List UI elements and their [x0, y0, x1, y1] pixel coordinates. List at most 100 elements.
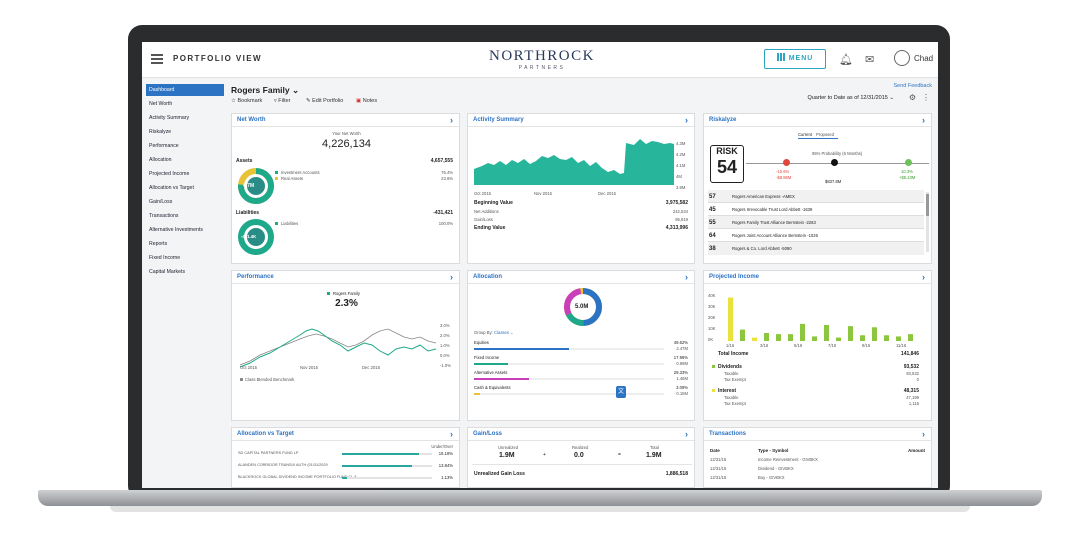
activity-summary-title[interactable]: Activity Summary — [473, 117, 524, 123]
sidebar-item-projected-income[interactable]: Projected Income — [149, 171, 190, 177]
sidebar-item-reports[interactable]: Reports — [149, 241, 168, 247]
performance-y-tick: 0.0% — [440, 353, 450, 358]
sidebar-item-dashboard[interactable]: Dashboard — [146, 84, 224, 96]
income-x-tick: 9/16 — [862, 343, 871, 348]
activity-x-tick: Dec 2015 — [598, 191, 616, 196]
account-name: Rogers Joint Account Alliance Bernstein … — [732, 233, 818, 238]
table-row[interactable]: 12/31/15 Income Reinvestment - GIVBKX — [704, 456, 933, 465]
target-row-name: SD CAPITAL PARTNERS FUND LP — [238, 451, 299, 455]
list-item[interactable]: 64 Rogers Joint Account Alliance Bernste… — [708, 229, 924, 242]
menu-button[interactable]: MENU — [764, 49, 826, 69]
sidebar-item-allocation[interactable]: Allocation — [149, 157, 172, 163]
transactions-title[interactable]: Transactions — [709, 431, 747, 437]
bell-icon[interactable]: 🔔︎ — [839, 54, 853, 66]
group-by-dropdown[interactable]: Group By: Classes ⌄ — [474, 330, 514, 335]
chevron-down-icon: ⌄ — [510, 330, 514, 335]
performance-title[interactable]: Performance — [237, 274, 274, 280]
gain-loss-title[interactable]: Gain/Loss — [473, 431, 503, 437]
edit-portfolio-button[interactable]: ✎ Edit Portfolio — [306, 98, 343, 104]
income-y-tick: 40K — [708, 293, 716, 298]
net-worth-chevron-right-icon[interactable]: › — [450, 115, 453, 125]
more-options-icon[interactable]: ⋮ — [922, 93, 930, 102]
allocation-vs-target-title[interactable]: Allocation vs Target — [237, 431, 294, 437]
target-row-value: 1.13% — [441, 475, 453, 480]
user-name[interactable]: Chad — [914, 54, 934, 63]
table-row[interactable]: 12/31/15 Buy - GIVBKX — [704, 474, 933, 483]
list-item[interactable]: 38 Rogers & Co. Lord Abbett -5090 — [708, 242, 924, 255]
income-bar — [764, 333, 769, 341]
activity-y-tick: 4.2M — [676, 152, 686, 157]
sidebar-item-transactions[interactable]: Transactions — [149, 213, 179, 219]
allocation-bar-track — [474, 393, 664, 395]
activity-x-tick: Oct 2015 — [474, 191, 491, 196]
laptop-shadow — [110, 506, 970, 512]
mail-icon[interactable]: ✉︎ — [865, 54, 875, 66]
brand-logo[interactable]: NORTHROCK PARTNERS — [442, 48, 642, 71]
date-range-selector[interactable]: Quarter to Date as of 12/31/2015 ⌄ — [807, 95, 894, 101]
activity-row-value: 4,313,996 — [665, 225, 688, 231]
unrealized-gain-value: 1,886,518 — [665, 471, 688, 477]
brand-subtitle: PARTNERS — [518, 65, 566, 71]
sidebar-item-allocation-vs-target[interactable]: Allocation vs Target — [149, 185, 194, 191]
account-risk-score: 64 — [709, 233, 716, 239]
allocation-row-label: Alternative Assets — [474, 370, 508, 375]
sidebar-item-net-worth[interactable]: Net Worth — [149, 101, 173, 107]
list-item[interactable]: 55 Rogers Family Trust Alliance Bernstei… — [708, 216, 924, 229]
scrollbar-thumb[interactable] — [926, 194, 929, 216]
translate-icon[interactable]: 文 — [616, 386, 626, 398]
avatar[interactable] — [894, 50, 910, 66]
notes-button[interactable]: ▣ Notes — [356, 98, 377, 104]
allocation-chevron-right-icon[interactable]: › — [685, 272, 688, 282]
send-feedback-link[interactable]: Send Feedback — [893, 83, 932, 89]
projected-income-title[interactable]: Projected Income — [709, 274, 760, 280]
assets-row-label: Investment Accounts — [281, 170, 320, 175]
allocation-bar-fill — [474, 393, 480, 395]
tab-underline — [798, 138, 838, 139]
allocation-target-chevron-right-icon[interactable]: › — [450, 429, 453, 439]
activity-chevron-right-icon[interactable]: › — [685, 115, 688, 125]
account-selector[interactable]: Rogers Family ⌄ — [231, 85, 299, 96]
legend-swatch — [327, 292, 330, 295]
benchmark-legend: Class Blended Benchmark — [245, 377, 295, 382]
filter-label: Filter — [278, 98, 291, 104]
list-item[interactable]: 45 Rogers Irrevocable Trust Lord Abbett … — [708, 203, 924, 216]
activity-area-chart — [474, 139, 674, 185]
performance-line-chart — [239, 328, 437, 368]
sidebar-item-alternative-investments[interactable]: Alternative Investments — [149, 227, 203, 233]
risk-word: RISK — [716, 146, 738, 156]
transactions-chevron-right-icon[interactable]: › — [922, 429, 925, 439]
sidebar-item-performance[interactable]: Performance — [149, 143, 179, 149]
under-over-header: Under/Over — [431, 444, 453, 449]
projected-income-chevron-right-icon[interactable]: › — [922, 272, 925, 282]
table-row[interactable]: 12/31/15 Dividend - GIVBKX — [704, 465, 933, 474]
hamburger-menu-icon[interactable] — [151, 54, 163, 64]
performance-x-tick: Nov 2015 — [300, 365, 318, 370]
performance-chevron-right-icon[interactable]: › — [450, 272, 453, 282]
allocation-bar-fill — [474, 348, 569, 350]
bookmark-button[interactable]: ☆ Bookmark — [231, 98, 262, 104]
performance-legend: Rogers Family — [333, 291, 360, 296]
riskalyze-title[interactable]: Riskalyze — [709, 117, 737, 123]
sidebar-item-activity-summary[interactable]: Activity Summary — [149, 115, 190, 121]
activity-row-label: Gain/Loss — [474, 217, 493, 222]
riskalyze-chevron-right-icon[interactable]: › — [922, 115, 925, 125]
sidebar-item-riskalyze[interactable]: Riskalyze — [149, 129, 172, 135]
list-item[interactable]: 57 Rogers American Express -AMEX — [708, 190, 924, 203]
transaction-type: Buy - GIVBKX — [758, 475, 785, 480]
net-worth-title[interactable]: Net Worth — [237, 117, 266, 123]
gain-loss-chevron-right-icon[interactable]: › — [685, 429, 688, 439]
income-bar — [740, 329, 745, 341]
allocation-title[interactable]: Allocation — [473, 274, 503, 280]
sidebar-item-gain-loss[interactable]: Gain/Loss — [149, 199, 173, 205]
income-bar — [752, 337, 757, 341]
sidebar-item-capital-markets[interactable]: Capital Markets — [149, 269, 186, 275]
gear-icon[interactable]: ⚙ — [908, 93, 916, 102]
filter-button[interactable]: ▿ Filter — [274, 98, 291, 104]
scrollbar[interactable] — [926, 192, 929, 252]
sidebar-item-fixed-income[interactable]: Fixed Income — [149, 255, 181, 261]
tab-current[interactable]: Current — [798, 132, 812, 137]
tab-proposed[interactable]: Proposed — [816, 132, 834, 137]
activity-row-label: Net Additions — [474, 209, 499, 214]
divider — [232, 440, 459, 441]
dividends-value: 93,532 — [903, 364, 919, 370]
